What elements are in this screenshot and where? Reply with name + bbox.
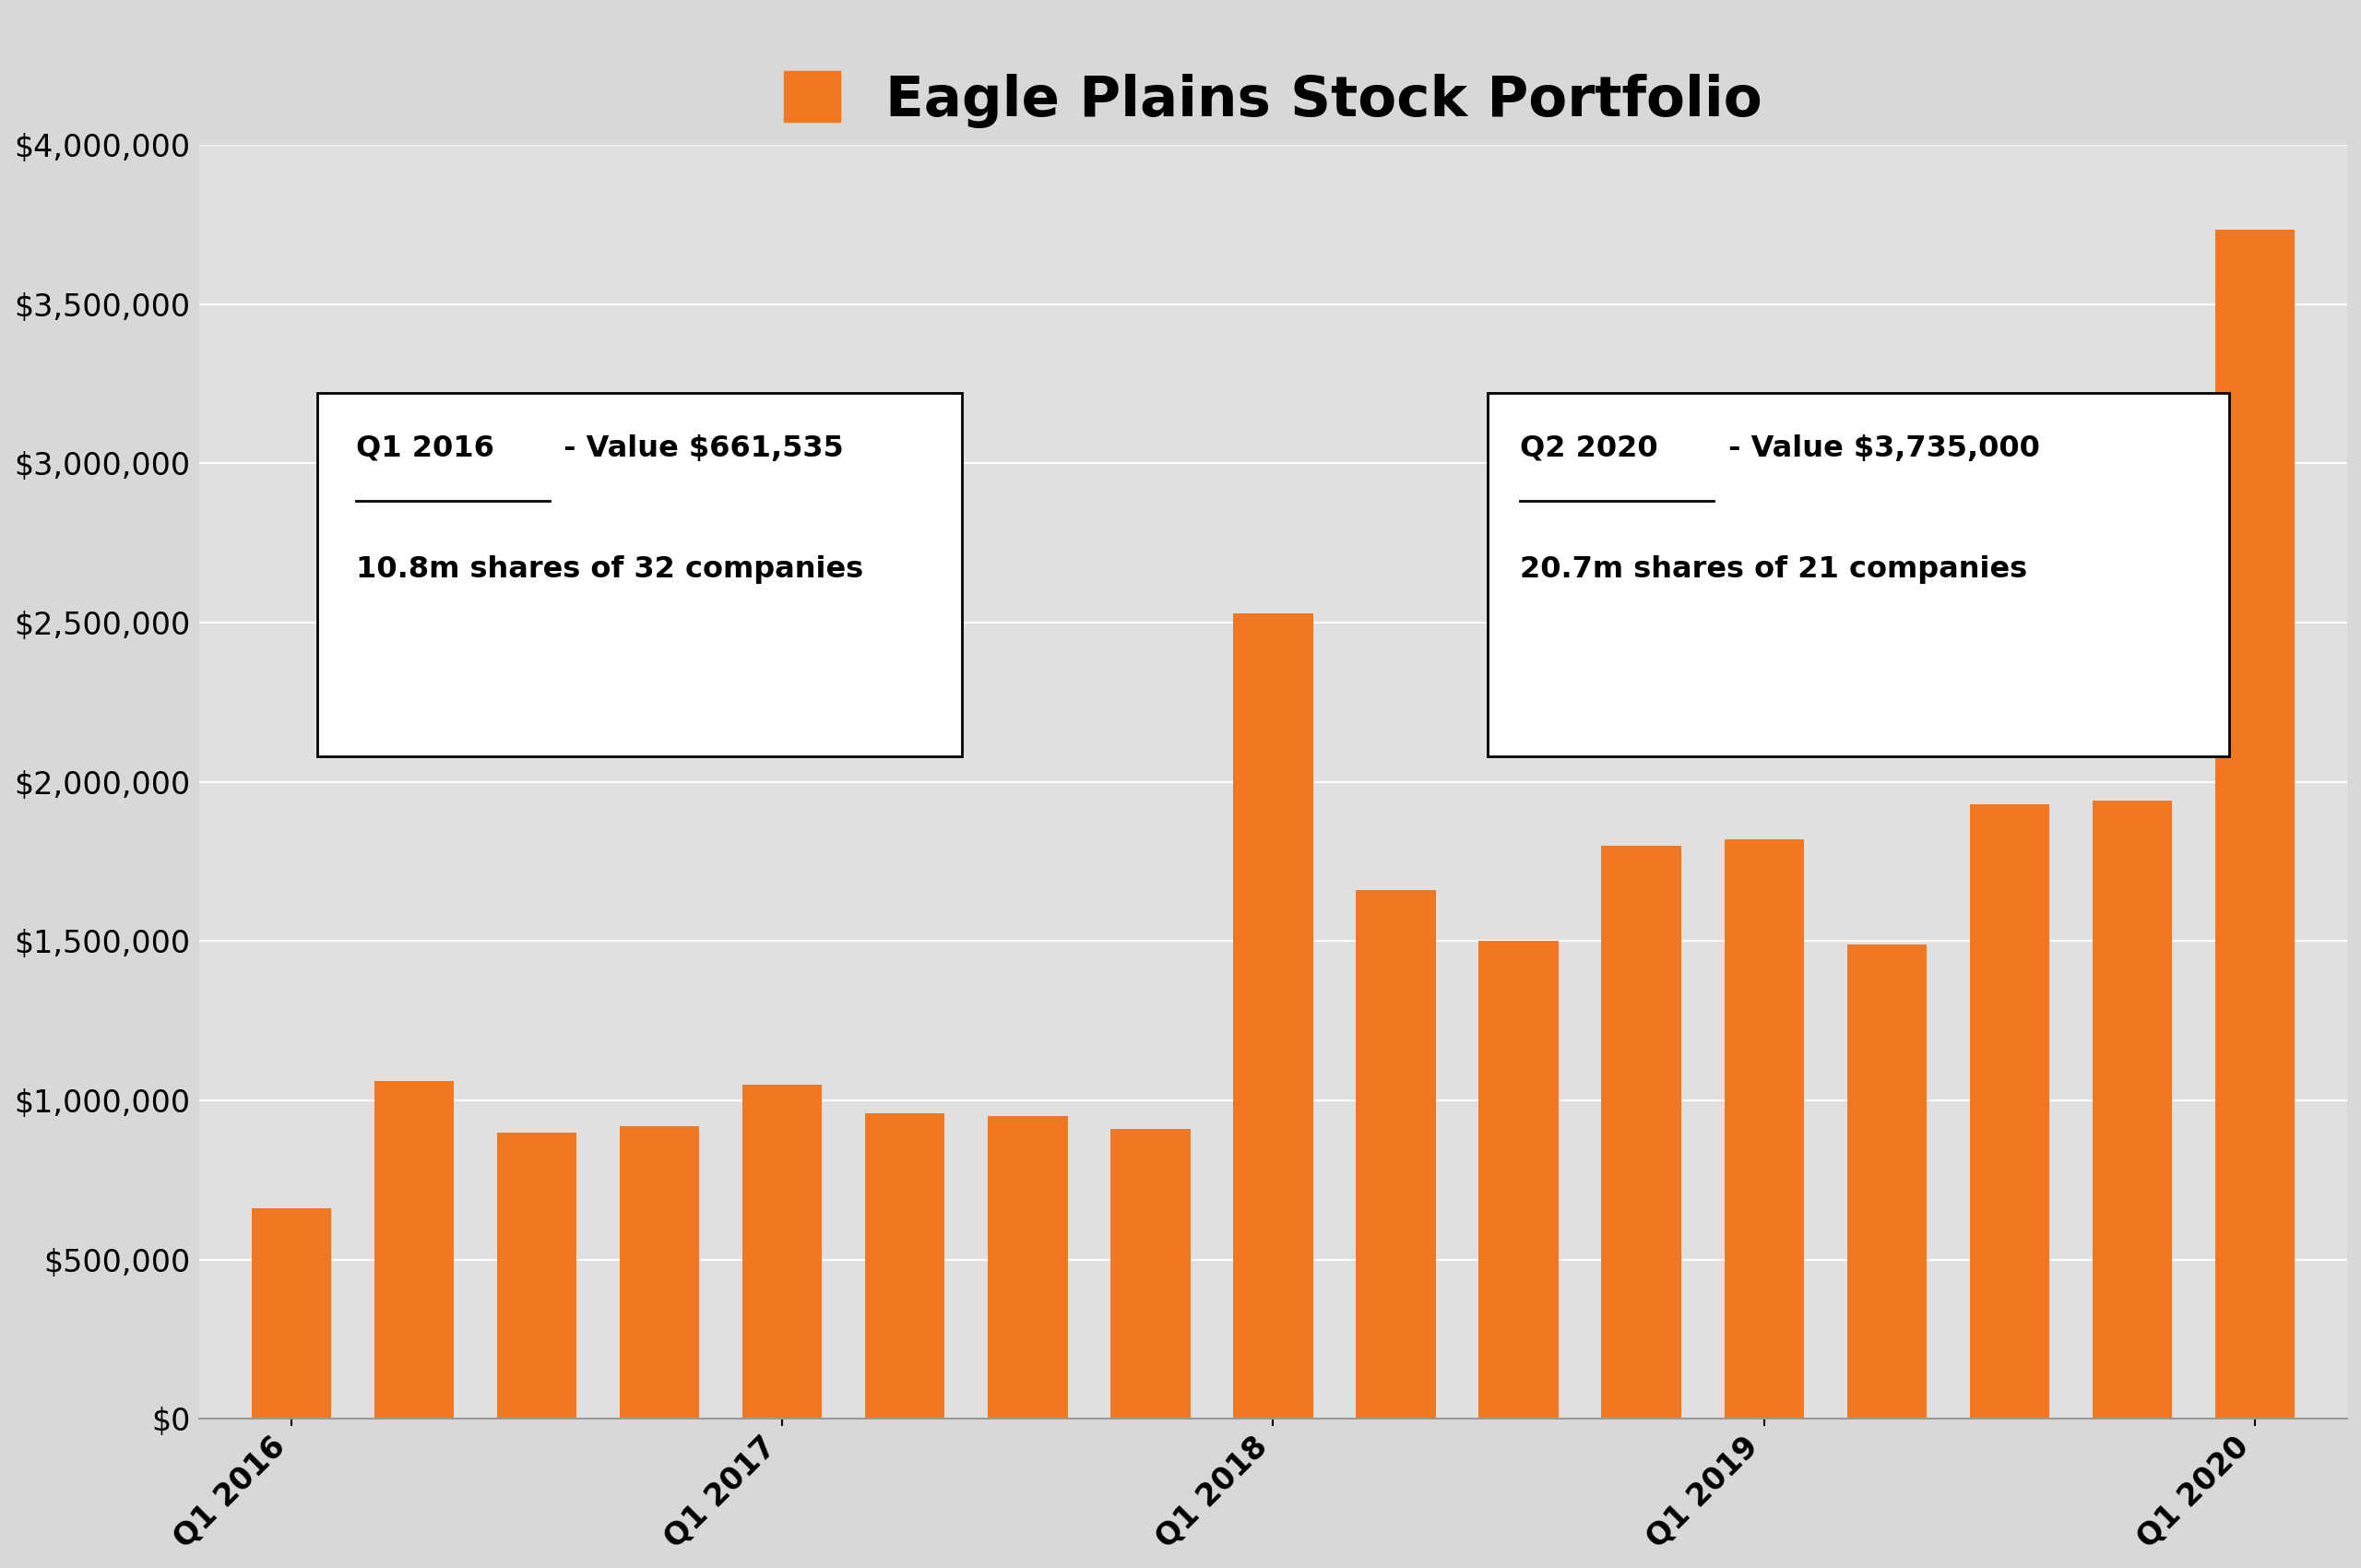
Text: - Value $3,735,000: - Value $3,735,000 — [1719, 434, 2040, 463]
Text: 10.8m shares of 32 companies: 10.8m shares of 32 companies — [357, 555, 864, 583]
FancyBboxPatch shape — [1487, 394, 2229, 756]
Bar — [1601, 845, 1681, 1419]
Legend: Eagle Plains Stock Portfolio: Eagle Plains Stock Portfolio — [784, 71, 1761, 127]
Bar — [619, 1126, 699, 1419]
Bar — [496, 1132, 576, 1419]
Text: 20.7m shares of 21 companies: 20.7m shares of 21 companies — [1520, 555, 2028, 583]
Text: - Value $661,535: - Value $661,535 — [552, 434, 843, 463]
Bar — [1110, 1129, 1190, 1419]
Bar — [1846, 944, 1927, 1419]
Bar — [1724, 839, 1804, 1419]
Bar — [741, 1085, 822, 1419]
Bar — [1969, 804, 2049, 1419]
Bar — [2092, 801, 2172, 1419]
Bar — [1478, 941, 1558, 1419]
Text: Q1 2016: Q1 2016 — [357, 434, 493, 463]
Bar — [1232, 613, 1313, 1419]
Bar — [373, 1082, 453, 1419]
Text: Q2 2020: Q2 2020 — [1520, 434, 1657, 463]
Bar — [2215, 229, 2295, 1419]
Bar — [250, 1209, 331, 1419]
Bar — [1355, 891, 1435, 1419]
FancyBboxPatch shape — [316, 394, 961, 756]
Bar — [987, 1116, 1067, 1419]
Bar — [864, 1113, 944, 1419]
